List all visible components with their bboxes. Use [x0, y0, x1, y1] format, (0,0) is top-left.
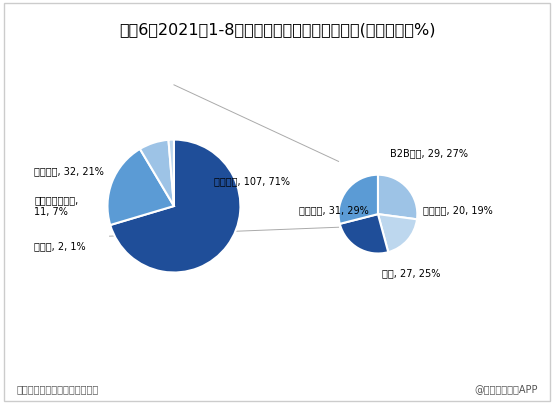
Text: 批发业, 2, 1%: 批发业, 2, 1% — [34, 241, 86, 251]
Text: 其他, 27, 25%: 其他, 27, 25% — [382, 268, 440, 278]
Text: 资料来源：前瞻产业研究院整理: 资料来源：前瞻产业研究院整理 — [17, 384, 99, 394]
Text: 跨境电商, 20, 19%: 跨境电商, 20, 19% — [423, 205, 493, 215]
Text: @前瞻经济学人APP: @前瞻经济学人APP — [474, 384, 537, 394]
Text: 图表6：2021年1-8月电商零售行业细分领域分布(单位：起，%): 图表6：2021年1-8月电商零售行业细分领域分布(单位：起，%) — [119, 22, 435, 37]
Text: 新兴电商, 31, 29%: 新兴电商, 31, 29% — [299, 205, 369, 215]
Wedge shape — [340, 214, 388, 254]
Text: 非电商百货零售,
11, 7%: 非电商百货零售, 11, 7% — [34, 195, 79, 217]
Text: 电商服务, 32, 21%: 电商服务, 32, 21% — [34, 166, 104, 177]
Wedge shape — [168, 139, 174, 206]
Wedge shape — [338, 175, 378, 224]
Text: 电商平台, 107, 71%: 电商平台, 107, 71% — [214, 176, 290, 186]
Wedge shape — [110, 139, 240, 273]
Wedge shape — [378, 175, 417, 219]
Text: B2B电商, 29, 27%: B2B电商, 29, 27% — [390, 148, 468, 158]
Wedge shape — [140, 140, 174, 206]
Wedge shape — [378, 214, 417, 252]
Wedge shape — [107, 149, 174, 225]
